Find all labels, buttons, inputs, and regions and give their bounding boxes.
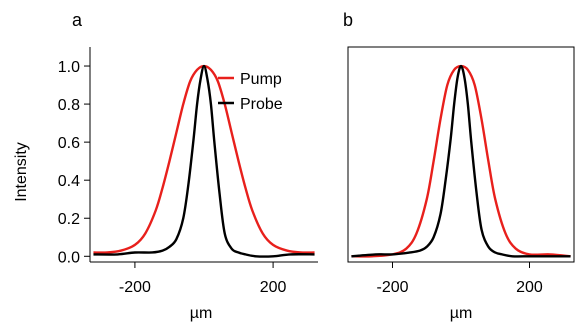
x-axis-a: -200 200 — [90, 261, 318, 296]
x-tick-label: 200 — [260, 279, 287, 296]
panel-a: a 0.0 0.2 0.4 0.6 0.8 1.0 -200 200 Intensity µ… — [13, 10, 318, 322]
y-axis-a: 0.0 0.2 0.4 0.6 0.8 1.0 — [58, 47, 91, 266]
y-tick-label: 0.6 — [58, 135, 80, 152]
panel-b: b -200 200 µm — [343, 10, 575, 322]
series-line-pump — [93, 64, 315, 254]
x-tick-label: 200 — [516, 279, 543, 296]
panel-label-a: a — [72, 10, 83, 30]
y-tick-label: 0.4 — [58, 173, 80, 190]
series-line-pump — [351, 64, 571, 258]
y-tick-label: 1.0 — [58, 59, 80, 76]
y-tick-label: 0.8 — [58, 97, 80, 114]
plot-frame-b — [347, 46, 575, 263]
series-line-probe — [93, 64, 315, 258]
plot-frame-a — [90, 47, 318, 262]
x-tick-label: -200 — [119, 279, 151, 296]
panel-label-b: b — [343, 10, 353, 30]
series-lines-a — [93, 64, 315, 258]
legend-label-probe: Probe — [240, 96, 283, 113]
legend-label-pump: Pump — [240, 71, 282, 88]
x-axis-b: -200 200 — [376, 262, 543, 296]
legend-a: Pump Probe — [218, 71, 283, 113]
series-lines-b — [351, 64, 571, 258]
y-axis-title-a: Intensity — [13, 142, 30, 202]
x-axis-title-a: µm — [190, 305, 213, 322]
y-tick-label: 0.2 — [58, 211, 80, 228]
series-line-probe — [351, 64, 571, 258]
x-axis-title-b: µm — [450, 305, 473, 322]
x-tick-label: -200 — [376, 279, 408, 296]
y-tick-label: 0.0 — [58, 249, 80, 266]
